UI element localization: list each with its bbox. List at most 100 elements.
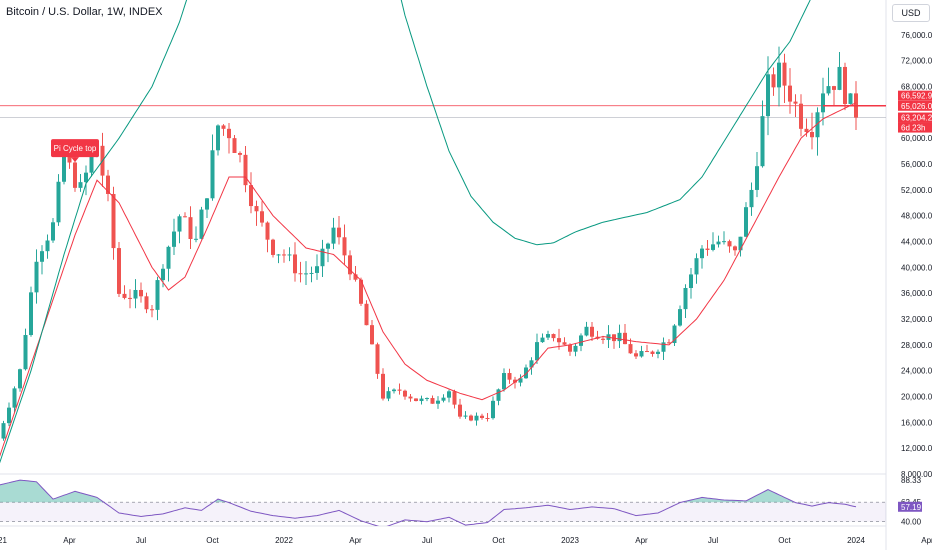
candle-body — [150, 309, 154, 311]
candle-body — [661, 342, 666, 352]
candle-body — [188, 217, 193, 240]
candle-body — [172, 231, 176, 247]
price-label-box — [898, 90, 932, 101]
candle-body — [62, 156, 66, 182]
candle-body — [689, 274, 693, 288]
candle-body — [656, 351, 660, 354]
candle-body — [568, 344, 572, 352]
candle-body — [645, 351, 649, 353]
candle-body — [667, 342, 671, 344]
price-label: 6d 23h — [901, 124, 925, 133]
candle-body — [287, 254, 292, 256]
y-tick-label: 44,000.00 — [901, 238, 932, 247]
candle-body — [821, 93, 825, 113]
pi-cycle-label: Pi Cycle top — [54, 144, 97, 153]
x-tick-label: Apr — [63, 536, 76, 545]
candle-body — [480, 415, 484, 418]
price-label-box — [898, 100, 932, 111]
candle-body — [546, 334, 550, 338]
candle-body — [254, 206, 259, 212]
rsi-value-label: 57.19 — [901, 503, 922, 512]
symbol-title[interactable]: Bitcoin / U.S. Dollar, 1W, INDEX — [6, 6, 163, 18]
candle-body — [337, 227, 341, 238]
candle-body — [128, 297, 132, 299]
candle-body — [496, 389, 501, 401]
candle-body — [826, 86, 831, 94]
currency-button[interactable]: USD — [892, 4, 930, 22]
candle-body — [485, 417, 490, 419]
candle-body — [326, 243, 330, 249]
candle-body — [414, 398, 418, 402]
candle-body — [84, 172, 88, 183]
candle-body — [265, 222, 270, 240]
candle-body — [370, 325, 374, 345]
candle-body — [194, 238, 198, 240]
candle-body — [513, 379, 517, 383]
candle-body — [293, 254, 297, 274]
candle-body — [381, 373, 385, 399]
candle-body — [474, 415, 479, 421]
candle-body — [249, 185, 253, 207]
candle-body — [78, 182, 83, 188]
x-tick-label: 2021 — [0, 536, 7, 545]
candle-body — [375, 344, 380, 374]
ma-green-line — [0, 0, 811, 464]
y-tick-label: 24,000.00 — [901, 367, 932, 376]
candle-body — [771, 74, 776, 88]
candle-body — [601, 338, 605, 340]
candle-body — [342, 237, 347, 256]
ma-red-line — [0, 102, 857, 457]
candle-body — [458, 404, 462, 417]
candle-body — [711, 244, 715, 250]
price-label-box — [898, 122, 932, 133]
y-tick-label: 40,000.00 — [901, 263, 932, 272]
candle-body — [139, 289, 143, 297]
candle-body — [12, 388, 17, 408]
candle-body — [529, 360, 534, 368]
candle-body — [579, 335, 583, 346]
candle-body — [590, 326, 594, 337]
candle-body — [276, 254, 281, 256]
x-tick-label: 2022 — [275, 536, 293, 545]
candle-body — [364, 303, 369, 326]
candle-body — [1, 423, 6, 439]
candle-body — [210, 150, 215, 199]
candle-body — [199, 209, 204, 239]
candle-body — [623, 332, 627, 345]
candle-body — [540, 337, 545, 343]
candle-body — [408, 396, 413, 399]
price-label: 63,204.28 — [901, 114, 932, 123]
candle-body — [628, 344, 633, 354]
candle-body — [298, 273, 303, 275]
rsi-line — [0, 479, 857, 526]
candle-body — [722, 241, 726, 243]
x-tick-label: Apr — [349, 536, 362, 545]
candle-body — [183, 216, 187, 218]
candle-body — [51, 222, 55, 241]
candle-body — [348, 255, 352, 275]
candle-body — [491, 400, 495, 419]
candle-body — [177, 216, 182, 232]
candle-body — [111, 193, 116, 249]
x-tick-label: Jul — [136, 536, 146, 545]
candle-body — [843, 66, 847, 104]
candle-body — [804, 128, 809, 133]
rsi-band — [0, 502, 886, 522]
y-tick-label: 28,000.00 — [901, 341, 932, 350]
candle-body — [89, 156, 94, 173]
candle-body — [810, 132, 814, 138]
x-tick-label: Oct — [492, 536, 505, 545]
candle-body — [425, 398, 429, 400]
rsi-tick-label: 40.00 — [901, 518, 922, 527]
candle-body — [452, 391, 457, 405]
candle-body — [45, 240, 50, 252]
candle-body — [733, 246, 737, 251]
candle-body — [56, 181, 61, 223]
rsi-value-box — [898, 501, 922, 512]
y-tick-label: 12,000.00 — [901, 444, 932, 453]
candle-body — [403, 390, 407, 397]
candle-body — [243, 154, 248, 186]
x-tick-label: 2024 — [847, 536, 865, 545]
